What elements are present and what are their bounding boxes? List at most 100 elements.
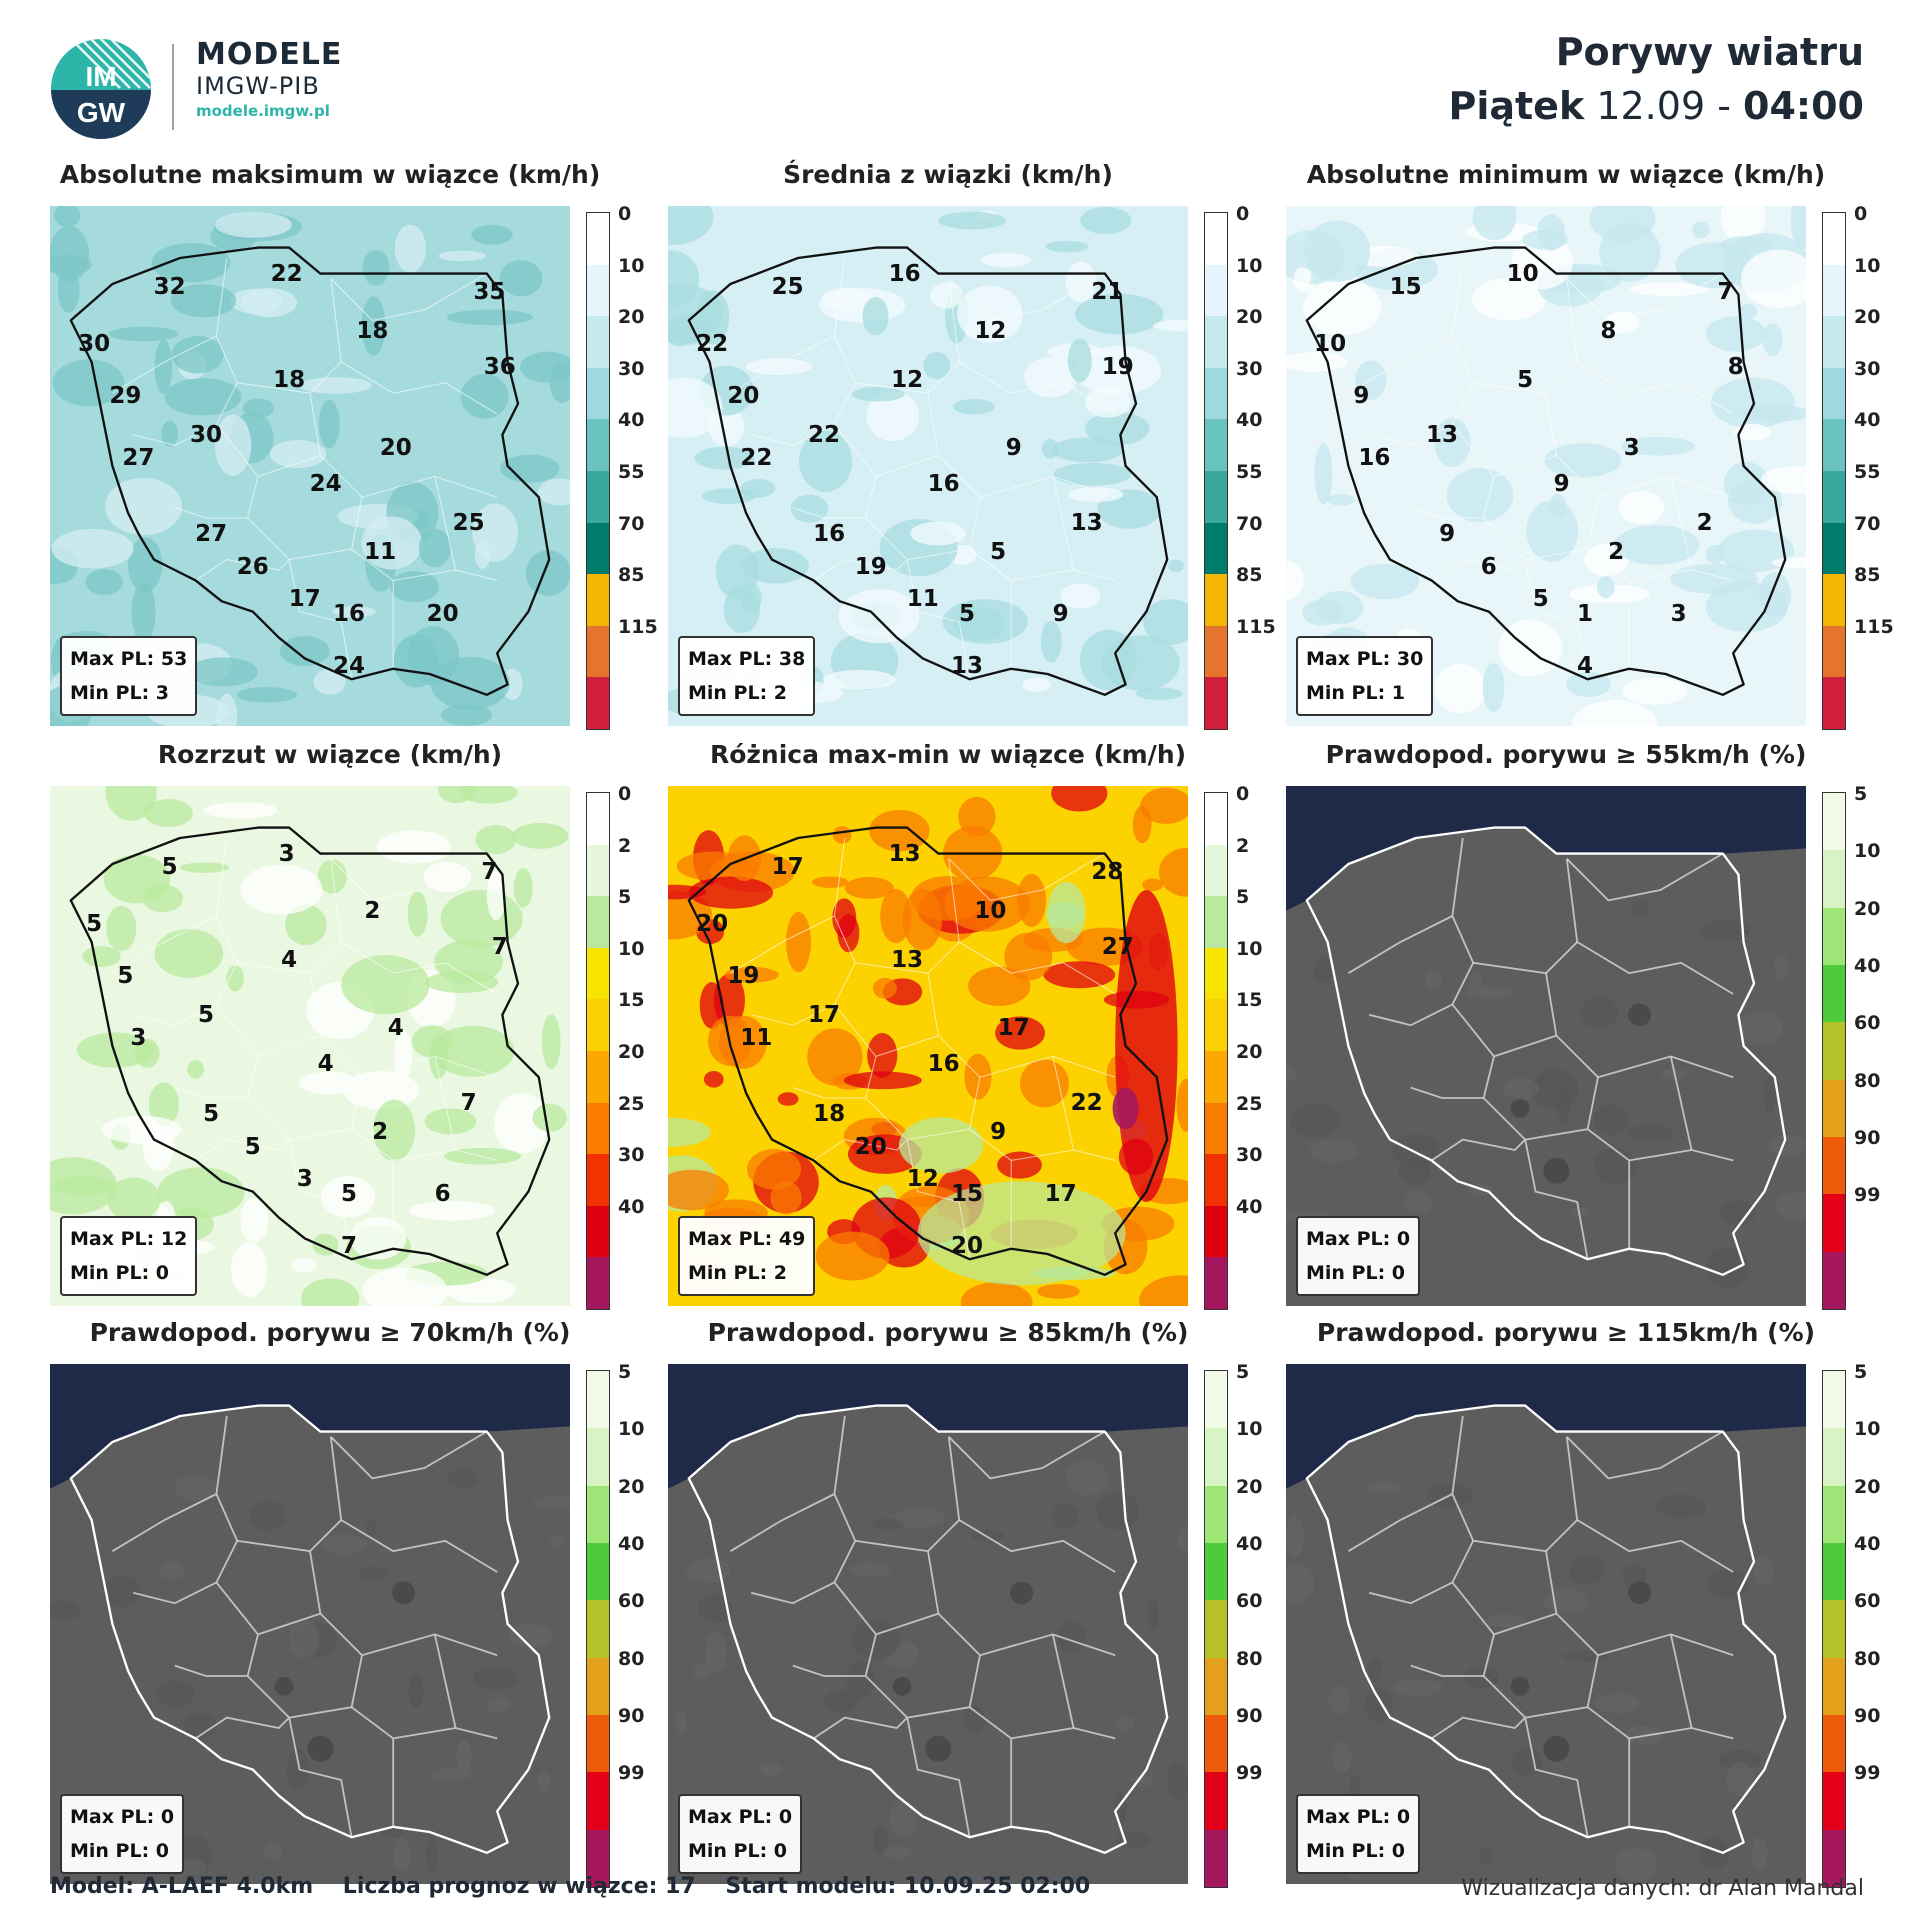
colorbar-segment [1823, 316, 1845, 368]
max-pl-value: Max PL: 49 [688, 1228, 806, 1250]
map-panel: Średnia z wiązki (km/h) 16 25 21 22 12 19 20 12 2… [668, 160, 1276, 740]
min-pl-value: Min PL: 3 [70, 682, 170, 704]
colorbar-segment [587, 1485, 609, 1543]
max-pl-value: Max PL: 53 [70, 648, 188, 670]
map-canvas [668, 206, 1188, 726]
colorbar [586, 792, 610, 1310]
colorbar-segment [587, 1600, 609, 1658]
colorbar-tick-label: 60 [1854, 1590, 1881, 1613]
map-view[interactable]: Max PL: 0 Min PL: 0 [668, 1364, 1188, 1884]
map-value-label: 22 [696, 330, 729, 357]
colorbar-tick-label: 10 [618, 254, 645, 277]
map-value-label: 16 [888, 260, 921, 287]
colorbar [1204, 1370, 1228, 1888]
colorbar-segment [587, 793, 609, 845]
colorbar-tick-label: 20 [1854, 306, 1881, 329]
brand-url-link[interactable]: modele.imgw.pl [196, 102, 330, 120]
colorbar-tick-label: 10 [1236, 937, 1263, 960]
colorbar-segment [587, 264, 609, 317]
map-view[interactable]: Max PL: 0 Min PL: 0 [50, 1364, 570, 1884]
colorbar [586, 212, 610, 730]
map-value-label: 12 [906, 1165, 939, 1192]
colorbar-segment [1823, 574, 1845, 626]
colorbar [1822, 792, 1846, 1310]
map-value-label: 5 [86, 910, 103, 937]
imgw-logo[interactable]: IM GW [50, 38, 152, 140]
map-value-label: 10 [1314, 330, 1347, 357]
map-value-label: 3 [278, 840, 295, 867]
colorbar-segment [1823, 1542, 1845, 1601]
map-view[interactable]: 10 15 7 10 8 8 9 5 13 3 16 9 2 9 2 6 5 1 3 4 Max PL: 30 Min P… [1286, 206, 1806, 726]
map-value-label: 28 [1091, 858, 1124, 885]
colorbar-segment [1205, 1257, 1227, 1309]
map-value-label: 20 [950, 1233, 984, 1260]
map-value-label: 16 [927, 471, 960, 498]
map-value-label: 15 [1389, 273, 1422, 300]
colorbar-tick-label: 0 [618, 783, 632, 805]
colorbar-segment [1823, 964, 1845, 1023]
colorbar-tick-label: 20 [1236, 1041, 1263, 1063]
map-panel: Absolutne maksimum w wiązce (km/h) 22 32 35… [50, 160, 658, 740]
colorbar-tick-label: 0 [1854, 203, 1868, 225]
colorbar-tick-label: 10 [1854, 840, 1881, 863]
map-view[interactable]: 16 25 21 22 12 19 20 12 22 9 22 16 13 16 5 19 11 5 9 13 Max … [668, 206, 1188, 726]
colorbar-segment [1823, 793, 1845, 851]
map-value-label: 12 [974, 317, 1007, 344]
map-value-label: 22 [1070, 1090, 1103, 1117]
min-pl-value: Min PL: 0 [70, 1262, 170, 1284]
colorbar-tick-label: 5 [1854, 783, 1868, 805]
colorbar-tick-label: 55 [1854, 461, 1881, 483]
map-value-label: 5 [161, 853, 178, 880]
map-value-label: 24 [309, 471, 342, 498]
colorbar-segment [1823, 1428, 1845, 1486]
colorbar-tick-label: 55 [1236, 461, 1263, 483]
map-value-label: 20 [696, 910, 729, 937]
colorbar-segment [1205, 574, 1227, 626]
map-value-label: 5 [958, 601, 976, 628]
map-value-label: 2 [364, 897, 381, 924]
map-value-label: 7 [1717, 278, 1734, 305]
max-min-box: Max PL: 38 Min PL: 2 [678, 636, 816, 716]
colorbar-tick-label: 60 [1236, 1590, 1263, 1613]
min-pl-value: Min PL: 0 [70, 1840, 170, 1862]
colorbar [1822, 1370, 1846, 1888]
colorbar-tick-label: 2 [618, 834, 632, 857]
map-view[interactable]: 3 5 7 5 2 7 5 4 5 4 3 4 7 5 2 5 3 5 6 7 Max PL: 12 Min PL: 0 [50, 786, 570, 1306]
colorbar-segment [1205, 1205, 1227, 1258]
colorbar-segment [1205, 419, 1227, 471]
map-view[interactable]: Max PL: 0 Min PL: 0 [1286, 1364, 1806, 1884]
map-value-label: 18 [813, 1100, 846, 1127]
map-value-label: 10 [974, 897, 1007, 924]
colorbar-tick-label: 40 [1236, 1533, 1263, 1555]
max-pl-value: Max PL: 12 [70, 1228, 188, 1250]
colorbar-tick-label: 15 [1236, 989, 1263, 1012]
colorbar-tick-label: 90 [618, 1705, 645, 1727]
map-view[interactable]: 13 17 28 20 10 27 19 13 17 17 11 16 22 18 9 20 12 15 17 20 M… [668, 786, 1188, 1306]
colorbar-tick-label: 10 [1854, 1418, 1881, 1441]
panel-title: Absolutne maksimum w wiązce (km/h) [59, 160, 601, 189]
colorbar-segment [1205, 793, 1227, 845]
colorbar-segment [1205, 1600, 1227, 1658]
colorbar-segment [1823, 1022, 1845, 1080]
map-value-label: 11 [740, 1025, 773, 1052]
map-value-label: 5 [244, 1134, 261, 1161]
map-value-label: 16 [1358, 445, 1391, 472]
colorbar-segment [587, 1829, 609, 1887]
max-pl-value: Max PL: 0 [70, 1806, 175, 1828]
map-view[interactable]: 22 32 35 30 18 36 29 18 30 20 27 24 25 27 11 26 17 16 20 24… [50, 206, 570, 726]
colorbar [586, 1370, 610, 1888]
map-value-label: 6 [434, 1181, 451, 1208]
colorbar-tick-label: 30 [1236, 357, 1263, 380]
colorbar-tick-label: 5 [1236, 886, 1250, 909]
map-value-label: 8 [1727, 354, 1744, 381]
colorbar-tick-label: 99 [1854, 1762, 1881, 1785]
forecast-separator: - [1717, 84, 1731, 128]
colorbar-segment [587, 1657, 609, 1715]
colorbar-segment [1205, 1371, 1227, 1429]
colorbar-segment [1823, 1600, 1845, 1658]
colorbar-segment [1823, 1829, 1845, 1887]
map-view[interactable]: Max PL: 0 Min PL: 0 [1286, 786, 1806, 1306]
colorbar-tick-label: 0 [1236, 783, 1250, 805]
colorbar-segment [587, 1102, 609, 1155]
